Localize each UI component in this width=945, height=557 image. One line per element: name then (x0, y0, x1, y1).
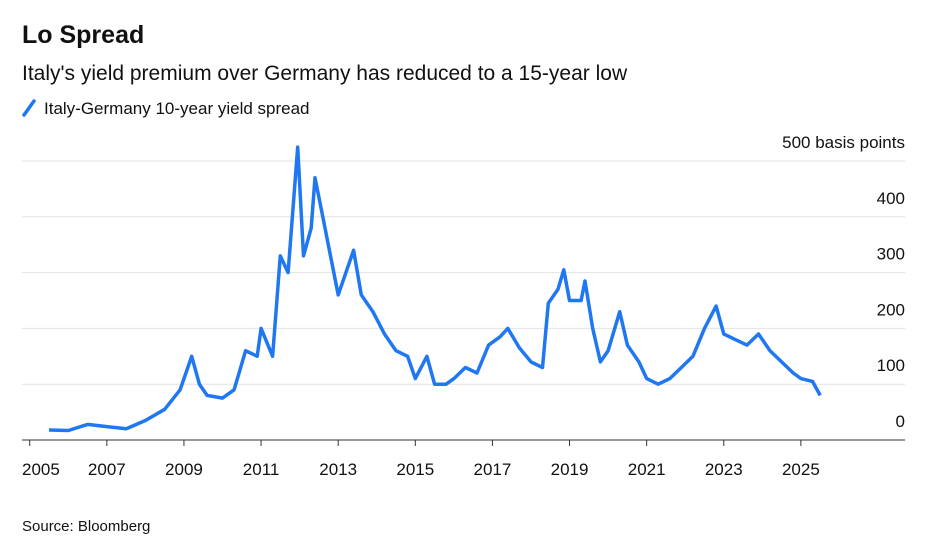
y-tick-label: 200 (877, 300, 905, 319)
y-tick-label: 400 (877, 189, 905, 208)
x-tick-label: 2011 (243, 460, 280, 479)
chart-subtitle: Italy's yield premium over Germany has r… (22, 62, 628, 85)
x-tick-label: 2013 (319, 460, 357, 479)
x-tick-label: 2021 (628, 460, 666, 479)
x-tick-label: 2017 (474, 460, 512, 479)
legend-label: Italy-Germany 10-year yield spread (44, 99, 310, 118)
x-tick-label: 2023 (705, 460, 743, 479)
x-tick-label: 2009 (165, 460, 203, 479)
x-tick-label: 2005 (22, 460, 60, 479)
data-line (48, 145, 822, 433)
legend-marker (22, 99, 36, 117)
x-tick-label: 2007 (88, 460, 126, 479)
y-tick-label: 500 basis points (782, 133, 905, 152)
x-tick-label: 2025 (782, 460, 820, 479)
y-tick-label: 100 (877, 356, 905, 375)
y-tick-label: 300 (877, 245, 905, 264)
y-tick-label: 0 (896, 412, 905, 431)
x-tick-label: 2015 (396, 460, 434, 479)
x-tick-label: 2019 (551, 460, 589, 479)
source: Source: Bloomberg (22, 518, 150, 535)
chart-title: Lo Spread (22, 21, 144, 49)
